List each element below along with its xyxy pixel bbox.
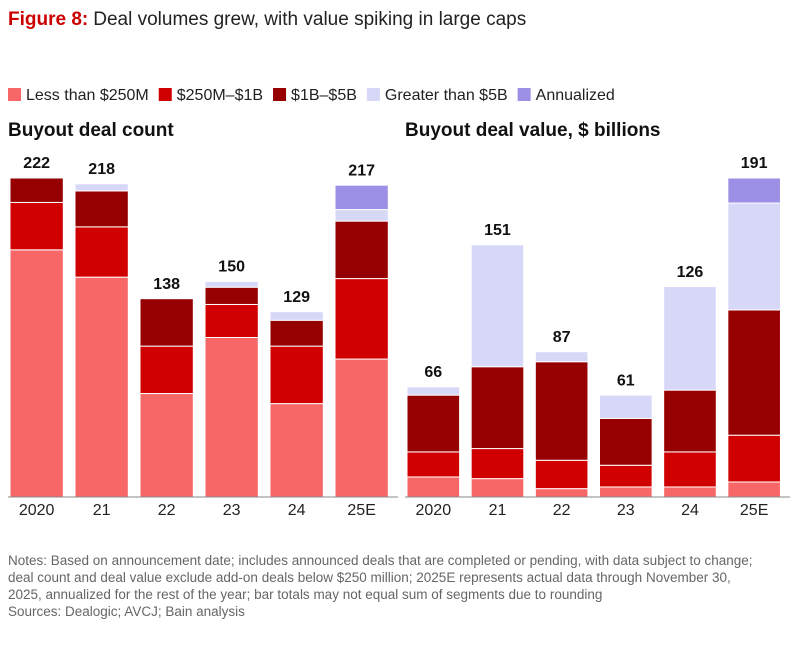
legend-swatch [158, 88, 172, 101]
bar-segment [9, 201, 64, 251]
x-tick-label: 21 [93, 502, 111, 519]
legend-swatch [366, 88, 380, 101]
total-label: 217 [348, 162, 375, 179]
sources-text: Sources: Dealogic; AVCJ; Bain analysis [8, 604, 245, 619]
total-label: 151 [484, 222, 511, 239]
bar-segment [74, 226, 129, 278]
bar-segment [470, 448, 525, 480]
bar-segment [727, 434, 781, 483]
bar-segment [727, 177, 781, 204]
total-label: 222 [23, 155, 50, 172]
bar-segment [9, 249, 64, 498]
x-tick-label: 2020 [416, 502, 452, 519]
legend-label: $1B–$5B [291, 87, 357, 104]
bar-segment [470, 478, 525, 498]
x-tick-label: 22 [553, 502, 571, 519]
x-tick-label: 25E [347, 502, 375, 519]
x-tick-label: 21 [489, 502, 507, 519]
bar-segment [334, 184, 389, 211]
legend: Less than $250M $250M–$1B $1B–$5B Greater t… [8, 87, 615, 104]
bar-segment [599, 486, 653, 498]
total-label: 191 [741, 155, 768, 172]
x-tick-label: 25E [740, 502, 768, 519]
bar-segment [269, 311, 324, 321]
x-tick-label: 2020 [19, 502, 55, 519]
figure: Figure 8: Deal volumes grew, with value s… [8, 9, 790, 519]
legend-label: Annualized [536, 87, 615, 104]
total-label: 87 [553, 329, 571, 346]
chart-title: Buyout deal count [8, 120, 174, 141]
bar-segment [663, 451, 717, 488]
bar-segment [269, 319, 324, 347]
legend-label: $250M–$1B [177, 87, 263, 104]
bar-segment [139, 345, 194, 395]
bar-segment [663, 389, 717, 453]
bar-segment [74, 183, 129, 192]
bar-segment [9, 177, 64, 203]
bar-segment [204, 337, 259, 498]
bar-segment [534, 361, 589, 461]
bar-segment [406, 394, 461, 453]
total-label: 61 [617, 372, 635, 389]
bar-segment [727, 202, 781, 311]
legend-swatch [273, 88, 287, 101]
bar-segment [334, 358, 389, 498]
bar-segment [406, 451, 461, 478]
x-tick-label: 24 [288, 502, 306, 519]
legend-swatch [8, 88, 21, 101]
bar-segment [204, 303, 259, 338]
bar-segment [599, 394, 653, 420]
bar-segment [269, 403, 324, 498]
bar-segment [139, 393, 194, 498]
bar-segment [204, 280, 259, 288]
bar-segment [470, 366, 525, 450]
legend-swatch [517, 88, 531, 101]
notes: Notes: Based on announcement date; inclu… [8, 552, 768, 620]
bar-segment [663, 486, 717, 498]
x-tick-label: 23 [223, 502, 241, 519]
x-tick-label: 24 [681, 502, 699, 519]
figure-heading: Figure 8: Deal volumes grew, with value s… [8, 9, 526, 30]
bar-segment [406, 386, 461, 396]
total-label: 150 [218, 259, 245, 276]
bar-segment [534, 488, 589, 498]
bar-segment [204, 286, 259, 305]
bar-segment [727, 481, 781, 498]
figure-label: Figure 8: [8, 9, 88, 30]
total-label: 126 [677, 264, 704, 281]
bar-segment [269, 345, 324, 405]
legend-label: Less than $250M [26, 87, 149, 104]
bar-segment [74, 276, 129, 498]
bar-segment [663, 286, 717, 391]
total-label: 66 [424, 364, 442, 381]
legend-label: Greater than $5B [385, 87, 508, 104]
bar-segment [727, 309, 781, 436]
bar-segment [334, 209, 389, 222]
bar-segment [406, 476, 461, 498]
total-label: 218 [88, 161, 115, 178]
chart-title: Buyout deal value, $ billions [405, 120, 661, 141]
bar-segment [534, 351, 589, 363]
notes-text: Notes: Based on announcement date; inclu… [8, 553, 753, 602]
total-label: 129 [283, 289, 310, 306]
bar-segment [599, 464, 653, 488]
total-label: 138 [153, 276, 180, 293]
bar-segment [599, 418, 653, 466]
x-tick-label: 23 [617, 502, 635, 519]
bar-segment [139, 298, 194, 347]
bar-segment [334, 278, 389, 360]
bar-segment [74, 190, 129, 228]
x-tick-label: 22 [158, 502, 176, 519]
bar-segment [334, 220, 389, 280]
bar-segment [534, 459, 589, 490]
figure-title: Deal volumes grew, with value spiking in… [93, 9, 526, 30]
bar-segment [470, 244, 525, 368]
